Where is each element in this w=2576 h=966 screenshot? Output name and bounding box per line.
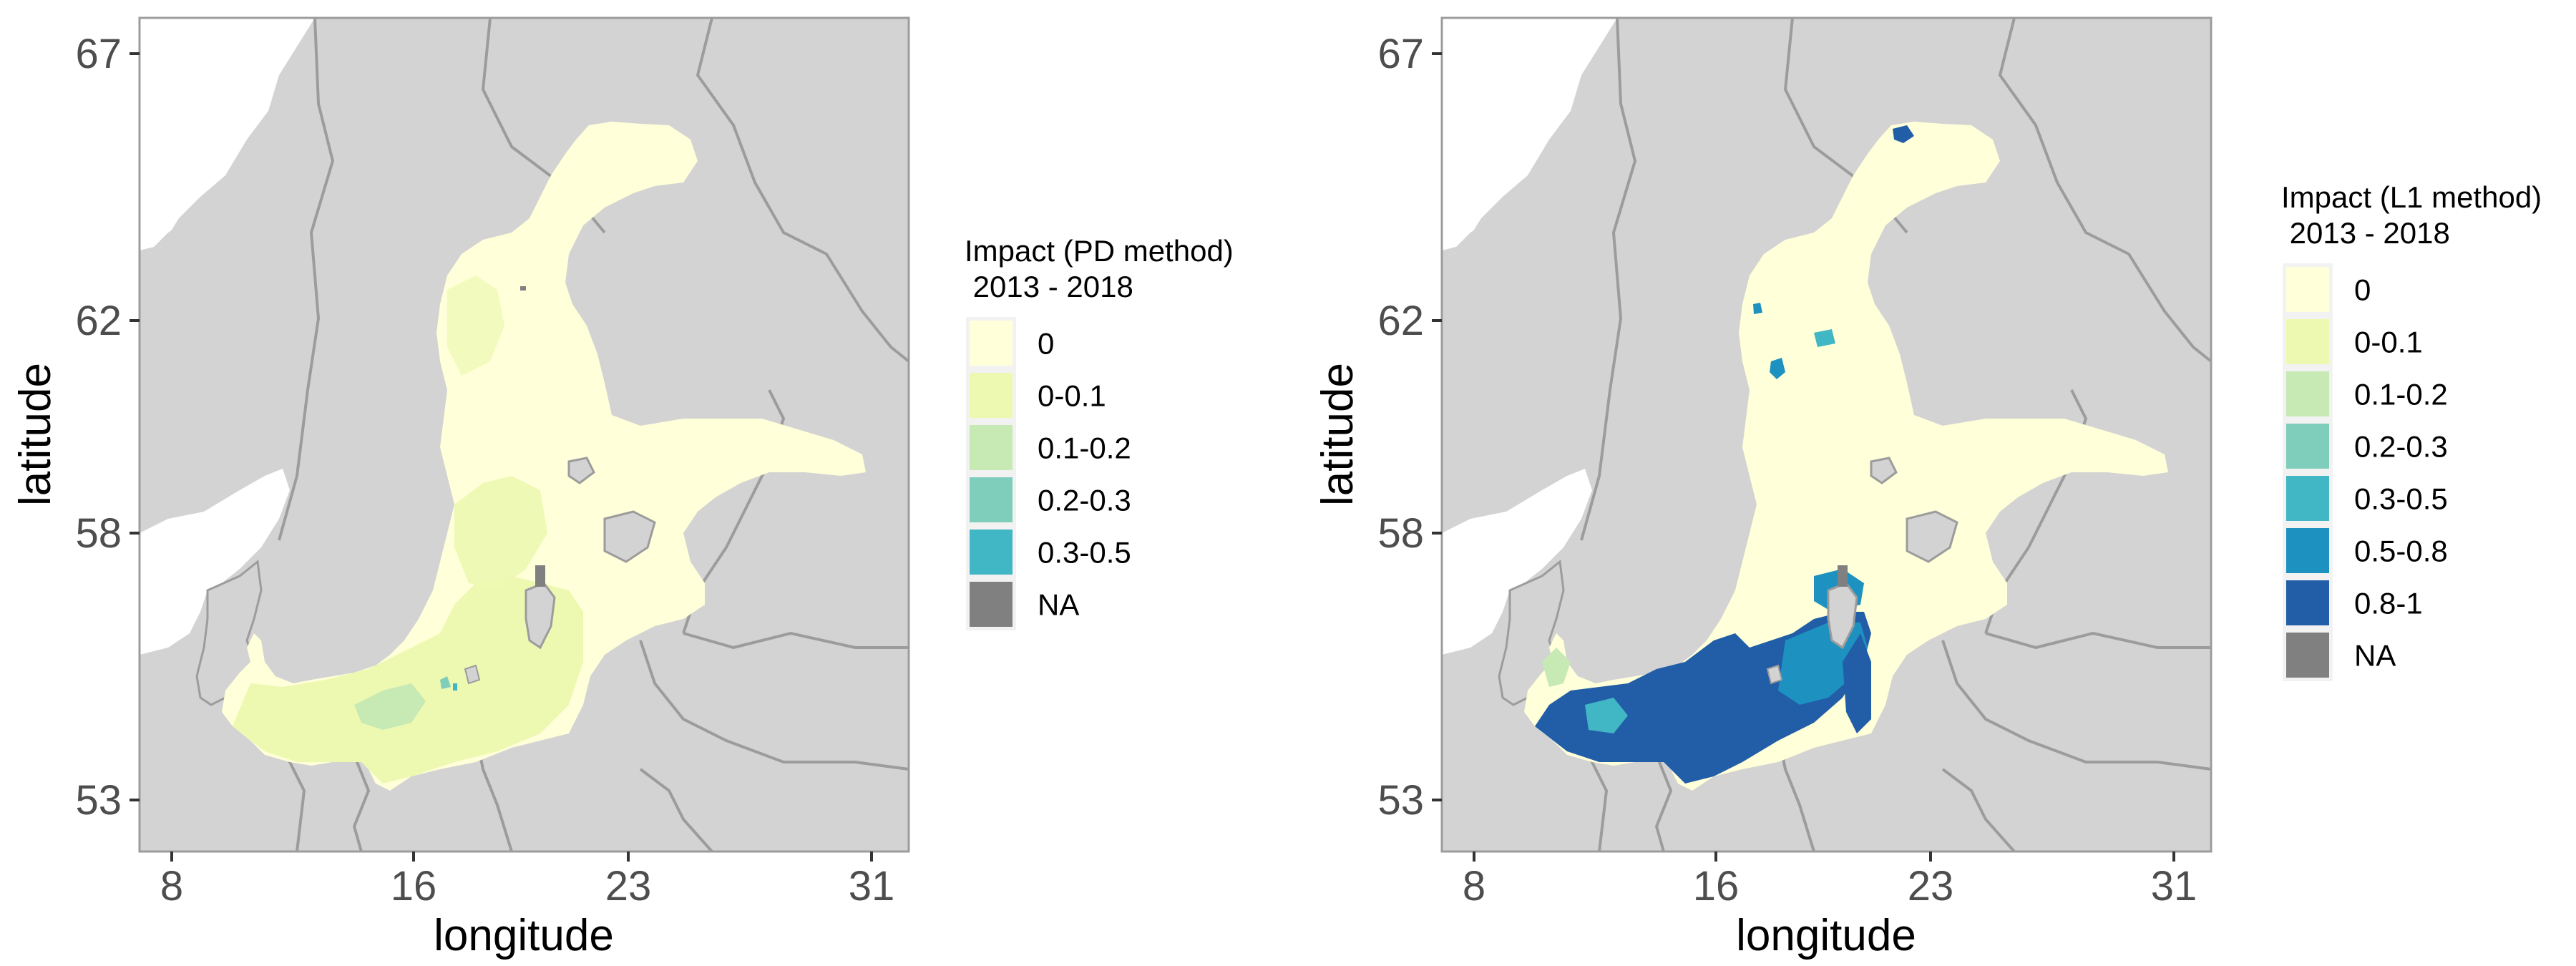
pd-y-tick-62: 62 <box>75 298 122 344</box>
l1-impact-0.8-1-bothnia-north <box>1893 125 1914 143</box>
pd-x-tick-31: 31 <box>849 863 895 909</box>
l1-x-axis-title: longitude <box>1736 911 1916 960</box>
legend-label: NA <box>1038 588 1079 622</box>
map-panel-l1 <box>1440 16 2212 853</box>
legend-label: 0.3-0.5 <box>2354 482 2448 516</box>
l1-y-tick-62: 62 <box>1377 298 1424 344</box>
l1-impact-0.8-1-lane <box>1843 633 1871 733</box>
l1-y-tick-58: 58 <box>1377 510 1424 557</box>
pd-legend-items: 0 0-0.1 0.1-0.2 0.2-0.3 0.3-0.5 NA <box>966 317 1131 630</box>
l1-legend-items: 0 0-0.1 0.1-0.2 0.2-0.3 0.3-0.5 0.5-0.8 0.8-1 N… <box>2283 263 2448 681</box>
legend-swatch <box>2286 476 2329 521</box>
l1-x-tick-23: 23 <box>1908 863 1954 909</box>
l1-legend-title: Impact (L1 method) <box>2281 180 2542 214</box>
legend-label: 0.8-1 <box>2354 587 2423 620</box>
pd-na-cell-2 <box>520 286 526 291</box>
l1-x-tick-8: 8 <box>1463 863 1485 909</box>
l1-y-tick-67: 67 <box>1377 31 1424 77</box>
l1-impact-0.3-0.5-bothnia <box>1814 329 1835 347</box>
pd-y-tick-53: 53 <box>75 777 122 824</box>
pd-impact-0.2-0.3 <box>440 676 451 689</box>
legend-label: 0.2-0.3 <box>1038 484 1131 517</box>
legend-swatch <box>2286 424 2329 469</box>
legend-swatch <box>2286 319 2329 364</box>
pd-impact-0-0.1-south <box>233 576 583 784</box>
legend-swatch <box>2286 528 2329 573</box>
l1-impact-0.5-0.8-bothnia-2 <box>1753 303 1762 314</box>
legend-swatch <box>970 530 1013 575</box>
pd-x-tick-16: 16 <box>391 863 437 909</box>
pd-legend-title: Impact (PD method) <box>965 234 1234 268</box>
legend-swatch <box>970 477 1013 522</box>
legend-label: NA <box>2354 639 2396 673</box>
axes-l1: 67 62 58 53 8 16 23 31 longitude latitud… <box>1313 31 2197 960</box>
legend-label: 0.1-0.2 <box>2354 378 2448 411</box>
pd-x-tick-8: 8 <box>160 863 183 909</box>
legend-pd: Impact (PD method) 2013 - 2018 0 0-0.1 0.1… <box>965 234 1234 630</box>
l1-impact-0.3-0.5-south <box>1585 698 1628 733</box>
legend-swatch <box>2286 633 2329 678</box>
legend-swatch <box>2286 267 2329 312</box>
l1-x-tick-31: 31 <box>2151 863 2197 909</box>
legend-swatch <box>970 582 1013 627</box>
legend-swatch <box>970 373 1013 418</box>
axes-pd: 67 62 58 53 8 16 23 31 longitude latitud… <box>11 31 894 960</box>
legend-swatch <box>970 321 1013 366</box>
legend-label: 0 <box>1038 327 1054 361</box>
pd-y-axis-title: latitude <box>11 363 60 506</box>
legend-label: 0.3-0.5 <box>1038 536 1131 570</box>
l1-na-cell <box>1838 565 1848 587</box>
legend-label: 0-0.1 <box>1038 379 1106 413</box>
pd-y-tick-58: 58 <box>75 510 122 557</box>
pd-x-tick-23: 23 <box>605 863 652 909</box>
legend-label: 0-0.1 <box>2354 326 2423 359</box>
pd-impact-0-0.1-central <box>454 476 547 590</box>
l1-impact-0.5-0.8-bothnia <box>1770 358 1785 379</box>
map-panel-pd <box>138 16 910 853</box>
pd-impact-0.3-0.5 <box>453 683 457 691</box>
legend-label: 0.2-0.3 <box>2354 430 2448 464</box>
l1-impact-0.1-0.2-denmark <box>1542 648 1571 687</box>
legend-swatch <box>970 425 1013 470</box>
l1-legend-subtitle: 2013 - 2018 <box>2281 216 2450 250</box>
l1-y-tick-53: 53 <box>1377 777 1424 824</box>
l1-y-axis-title: latitude <box>1313 363 1362 506</box>
pd-legend-subtitle: 2013 - 2018 <box>965 270 1133 303</box>
pd-impact-0-0.1-bothnia <box>447 275 504 376</box>
legend-label: 0.1-0.2 <box>1038 431 1131 465</box>
pd-y-tick-67: 67 <box>75 31 122 77</box>
pd-x-axis-title: longitude <box>434 911 614 960</box>
legend-swatch <box>2286 371 2329 416</box>
legend-label: 0.5-0.8 <box>2354 535 2448 568</box>
pd-na-cell <box>535 565 545 587</box>
pd-impact-0.1-0.2 <box>354 683 426 730</box>
l1-x-tick-16: 16 <box>1693 863 1740 909</box>
legend-swatch <box>2286 580 2329 625</box>
legend-key-background <box>966 317 1016 630</box>
legend-label: 0 <box>2354 273 2371 307</box>
legend-l1: Impact (L1 method) 2013 - 2018 0 0-0.1 0.1… <box>2281 180 2542 681</box>
